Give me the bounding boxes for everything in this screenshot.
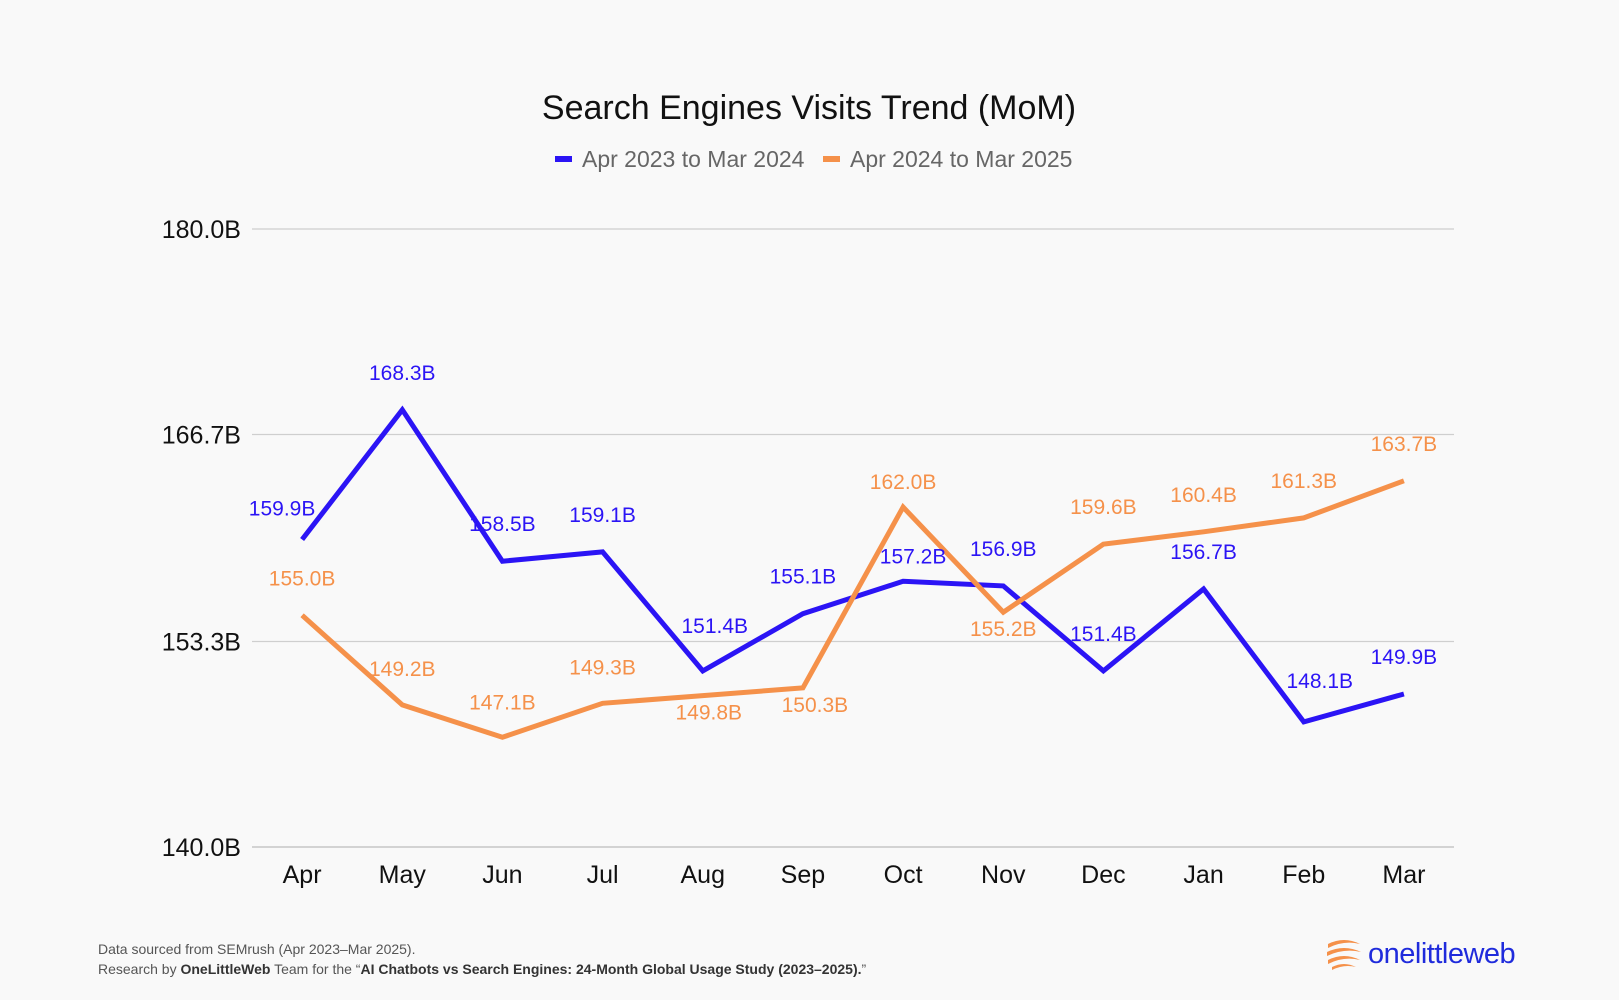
research-team: OneLittleWeb bbox=[180, 961, 271, 977]
y-tick-label: 140.0B bbox=[162, 834, 241, 862]
data-label: 158.5B bbox=[469, 513, 536, 536]
research-middle: Team for the “ bbox=[270, 961, 361, 977]
legend-entry: Apr 2024 to Mar 2025 bbox=[850, 146, 1072, 172]
data-label: 163.7B bbox=[1371, 433, 1438, 456]
data-label: 155.2B bbox=[970, 618, 1037, 641]
series-line bbox=[300, 478, 1405, 740]
x-tick-label: Sep bbox=[781, 861, 825, 889]
legend-entry: Apr 2023 to Mar 2024 bbox=[582, 146, 805, 172]
data-label: 147.1B bbox=[469, 691, 536, 714]
chart-legend: Apr 2023 to Mar 2024 Apr 2024 to Mar 2025 bbox=[555, 146, 1072, 172]
data-label: 151.4B bbox=[1070, 623, 1137, 646]
data-label: 155.0B bbox=[269, 567, 336, 590]
data-label: 156.7B bbox=[1170, 541, 1237, 564]
data-label: 149.3B bbox=[569, 656, 636, 679]
data-label: 148.1B bbox=[1286, 670, 1353, 693]
x-tick-label: Apr bbox=[283, 861, 322, 889]
data-label: 155.1B bbox=[770, 566, 837, 589]
data-label: 157.2B bbox=[880, 545, 947, 568]
x-tick-label: Dec bbox=[1081, 861, 1125, 889]
series-line bbox=[300, 405, 1405, 725]
data-label: 149.2B bbox=[369, 658, 436, 681]
x-tick-label: Nov bbox=[981, 861, 1026, 889]
y-axis-ticks: 140.0B 153.3B 166.7B 180.0B bbox=[162, 216, 241, 862]
x-tick-label: May bbox=[379, 861, 427, 889]
logo-wordmark: onelittleweb bbox=[1368, 937, 1516, 970]
y-tick-label: 166.7B bbox=[162, 421, 241, 449]
series-lines bbox=[300, 405, 1405, 740]
y-tick-label: 153.3B bbox=[162, 629, 241, 657]
data-label: 156.9B bbox=[970, 538, 1037, 561]
y-tick-label: 180.0B bbox=[162, 216, 241, 244]
x-axis-ticks: Apr May Jun Jul Aug Sep Oct Nov Dec Jan Feb Mar bbox=[283, 861, 1426, 889]
x-tick-label: Jun bbox=[482, 861, 522, 889]
legend-swatch bbox=[555, 156, 572, 162]
chart-title: Search Engines Visits Trend (MoM) bbox=[542, 89, 1076, 127]
x-tick-label: Jul bbox=[587, 861, 619, 889]
x-tick-label: Feb bbox=[1282, 861, 1325, 889]
data-label: 161.3B bbox=[1270, 470, 1337, 493]
x-tick-label: Aug bbox=[681, 861, 725, 889]
data-label: 150.3B bbox=[782, 694, 849, 717]
grid-lines bbox=[252, 228, 1454, 848]
research-suffix: ” bbox=[861, 961, 867, 977]
data-label: 168.3B bbox=[369, 362, 436, 385]
research-prefix: Research by bbox=[98, 961, 181, 977]
footer-source-note: Data sourced from SEMrush (Apr 2023–Mar … bbox=[98, 941, 416, 957]
x-tick-label: Oct bbox=[884, 861, 923, 889]
onelittleweb-logo: onelittleweb bbox=[1324, 936, 1516, 972]
data-labels: 159.9B 168.3B 158.5B 159.1B 151.4B 155.1B 157.… bbox=[249, 362, 1437, 725]
data-label: 149.9B bbox=[1371, 646, 1438, 669]
data-label: 160.4B bbox=[1170, 484, 1237, 507]
data-label: 151.4B bbox=[681, 615, 748, 638]
x-tick-label: Mar bbox=[1382, 861, 1425, 889]
legend-swatch bbox=[823, 156, 840, 162]
data-label: 162.0B bbox=[870, 471, 937, 494]
data-label: 159.6B bbox=[1070, 496, 1137, 519]
footer-research-note: Research by OneLittleWeb Team for the “A… bbox=[98, 961, 866, 977]
research-study-title: AI Chatbots vs Search Engines: 24-Month … bbox=[360, 961, 862, 977]
x-tick-label: Jan bbox=[1183, 861, 1223, 889]
data-label: 159.1B bbox=[569, 504, 636, 527]
data-label: 149.8B bbox=[675, 702, 742, 725]
stacked-swoosh-icon bbox=[1327, 940, 1361, 970]
data-label: 159.9B bbox=[249, 498, 316, 521]
